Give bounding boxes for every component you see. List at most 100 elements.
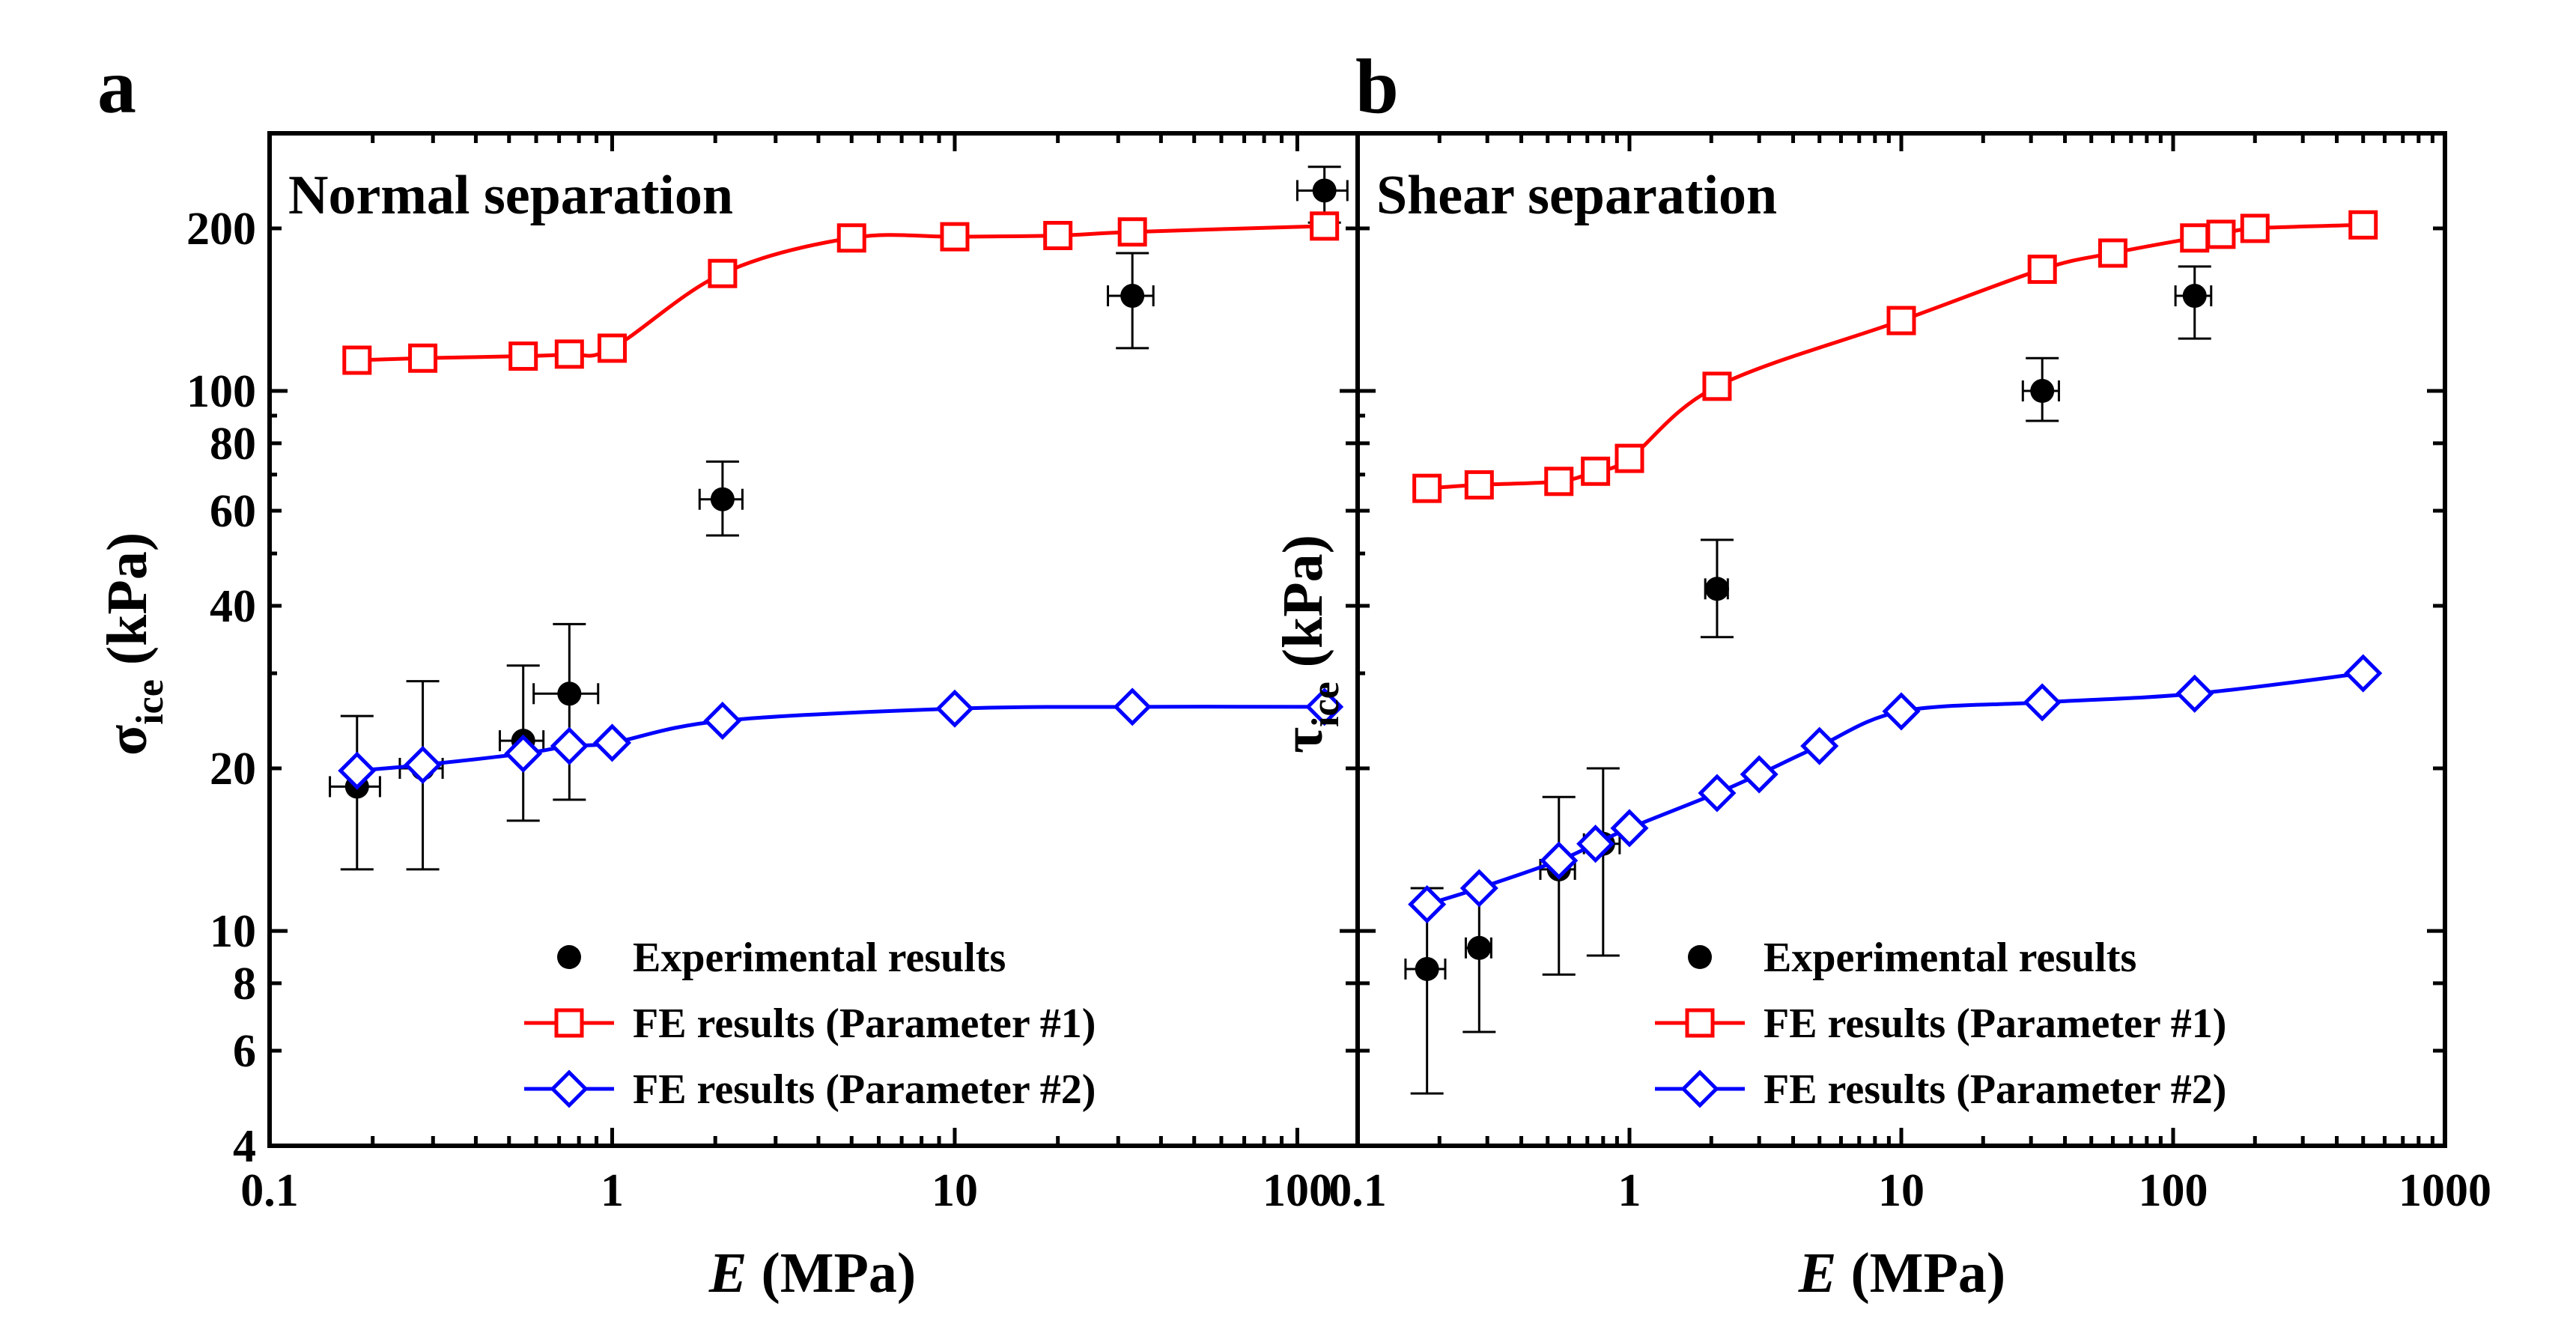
panel-b-legend-label: Experimental results (1764, 935, 2136, 981)
panel-a-experimental-point (1120, 284, 1145, 309)
panel-a-x-tick-label: 0.1 (240, 1165, 299, 1216)
panel-b-fe-param1-marker (1581, 456, 1611, 486)
panel-a-x-tick-label: 1 (601, 1165, 624, 1216)
panel-b-plot-area: 0.1 1 10 100 1000 Experimental results FE resu… (1328, 131, 2491, 1216)
panel-a-y-tick-label: 60 (210, 486, 256, 537)
panel-b-fe-param2-marker (1459, 869, 1498, 908)
panel-b-y-axis-symbol: τ (1272, 727, 1334, 753)
panel-a-fe-param1-marker (554, 339, 584, 369)
panel-a-y-tick-label: 80 (210, 419, 256, 470)
panel-a-y-tick-label: 40 (210, 581, 256, 632)
panel-b-y-axis-subscript: ice (1304, 681, 1347, 727)
panel-a-experimental-point (557, 681, 582, 706)
panel-a-legend-label: Experimental results (633, 935, 1006, 981)
panel-a-y-tick-label: 100 (186, 366, 256, 417)
panel-a-series-2-line (356, 705, 1325, 773)
panel-a-legend: Experimental results FE results (Paramete… (524, 935, 1096, 1113)
panel-b-experimental-point (2030, 379, 2055, 404)
panel-b-fe-param2-marker (2023, 683, 2062, 722)
panel-a-fe-param1-marker (597, 333, 627, 363)
panel-a-fe-param1-marker (836, 223, 866, 253)
panel-b-fe-param1-marker (1544, 467, 1574, 497)
panel-a-fe-param2-marker (504, 734, 543, 773)
panel-b-fe-param2-marker (1576, 825, 1615, 863)
panel-b-x-tick-label: 0.1 (1328, 1165, 1387, 1216)
panel-a-fe-param2-marker (550, 726, 589, 765)
panel-a-x-axis-unit: (MPa) (747, 1242, 916, 1305)
panel-b-fe-param2-marker (1698, 774, 1737, 813)
panel-b-experimental-point (2182, 284, 2207, 309)
panel-b-title: Shear separation (1376, 165, 1777, 226)
panel-a-fe-param2-marker (338, 751, 377, 790)
panel-a-y-tick-label: 200 (186, 204, 256, 255)
panel-a-legend-point-symbol (557, 945, 581, 969)
panel-a-x-axis-symbol: E (708, 1242, 747, 1305)
panel-b-experimental-point (1704, 577, 1729, 601)
panel-b-experimental-point (1467, 935, 1492, 960)
panel-a-fe-param1-marker (342, 345, 372, 375)
panel-b-fe-param1-marker (2240, 213, 2270, 243)
panel-a-y-axis-title: σice (kPa) (96, 532, 171, 756)
panel-b-fe-param2-marker (1540, 841, 1579, 880)
panel-a-fe-param2-marker (935, 689, 974, 728)
panel-a-y-tick-label: 10 (210, 906, 256, 957)
panel-a-fe-param1-marker (508, 341, 538, 371)
panel-a-y-axis-symbol: σ (96, 725, 159, 756)
panel-a-fe-param1-marker (408, 343, 438, 373)
panel-a-fe-param1-marker (1310, 211, 1340, 241)
panel-b-fe-param1-marker (1886, 306, 1916, 335)
panel-b-x-axis-symbol: E (1798, 1242, 1837, 1305)
panel-a-x-tick-label: 10 (932, 1165, 978, 1216)
panel-b-experimental-point (1415, 956, 1439, 981)
panel-a-experimental-point (1312, 178, 1337, 203)
panel-b-x-tick-label: 10 (1878, 1165, 1925, 1216)
panel-a-fe-param2-marker (404, 745, 443, 784)
panel-b-legend-point-symbol (1688, 945, 1712, 969)
panel-b-fe-param2-marker (1882, 692, 1921, 731)
panel-a-letter: a (97, 43, 136, 130)
panel-b-fe-param1-marker (1464, 470, 1494, 500)
panel-a: a 0.1 1 10 1004681020406080100200Experiment… (96, 43, 1360, 1305)
panel-a-plot-area: 0.1 1 10 1004681020406080100200Experimental… (186, 131, 1358, 1216)
panel-b: b 0.1 1 10 100 1000 Experimental results FE re… (1272, 43, 2491, 1305)
panel-b-x-tick-label: 1 (1618, 1165, 1641, 1216)
panel-a-y-tick-label: 20 (210, 744, 256, 795)
panel-b-fe-param1-marker (1702, 371, 1732, 401)
panel-a-y-axis-subscript: ice (129, 679, 171, 725)
panel-a-legend-label: FE results (Parameter #2) (633, 1066, 1096, 1113)
panel-a-experimental-point (710, 487, 735, 511)
panel-b-fe-param1-marker (2206, 219, 2236, 249)
panel-b-fe-param2-marker (1800, 726, 1839, 765)
panel-a-fe-param2-marker (592, 723, 632, 762)
panel-b-letter: b (1355, 43, 1399, 130)
panel-a-fe-param1-marker (940, 222, 970, 252)
panel-b-fe-param2-marker (1610, 809, 1649, 848)
panel-a-legend-label: FE results (Parameter #1) (633, 1000, 1096, 1047)
panel-b-fe-param1-marker (1412, 473, 1442, 503)
panel-a-y-tick-label: 4 (233, 1121, 256, 1172)
panel-a-legend-square-symbol (554, 1008, 584, 1038)
panel-b-fe-param1-marker (2097, 238, 2127, 268)
panel-a-y-axis-unit: (kPa) (96, 532, 159, 679)
panel-b-fe-param1-marker (2180, 223, 2210, 253)
panel-b-x-tick-label: 1000 (2399, 1165, 2491, 1216)
panel-b-fe-param2-marker (1740, 755, 1778, 794)
panel-b-legend: Experimental results FE results (Paramete… (1655, 935, 2226, 1113)
panel-b-x-axis-unit: (MPa) (1836, 1242, 2005, 1305)
panel-a-x-tick-label: 100 (1263, 1165, 1332, 1216)
panel-b-x-tick-label: 100 (2139, 1165, 2208, 1216)
panel-b-fe-param1-marker (1614, 443, 1644, 473)
panel-a-fe-param1-marker (1043, 221, 1073, 251)
panel-a-fe-param2-marker (703, 701, 742, 740)
panel-b-fe-param2-marker (2175, 674, 2214, 713)
panel-a-y-tick-label: 8 (233, 959, 256, 1009)
panel-b-fe-param1-marker (2348, 210, 2378, 240)
panel-b-legend-label: FE results (Parameter #1) (1764, 1000, 2226, 1047)
panel-b-legend-square-symbol (1685, 1008, 1715, 1038)
panel-b-legend-diamond-symbol (1680, 1069, 1719, 1108)
panel-b-fe-param2-marker (2344, 654, 2383, 693)
panel-b-series-1-line (1427, 222, 2363, 491)
panel-b-fe-param2-marker (1408, 885, 1447, 924)
panel-a-plot-frame (267, 131, 1360, 1148)
